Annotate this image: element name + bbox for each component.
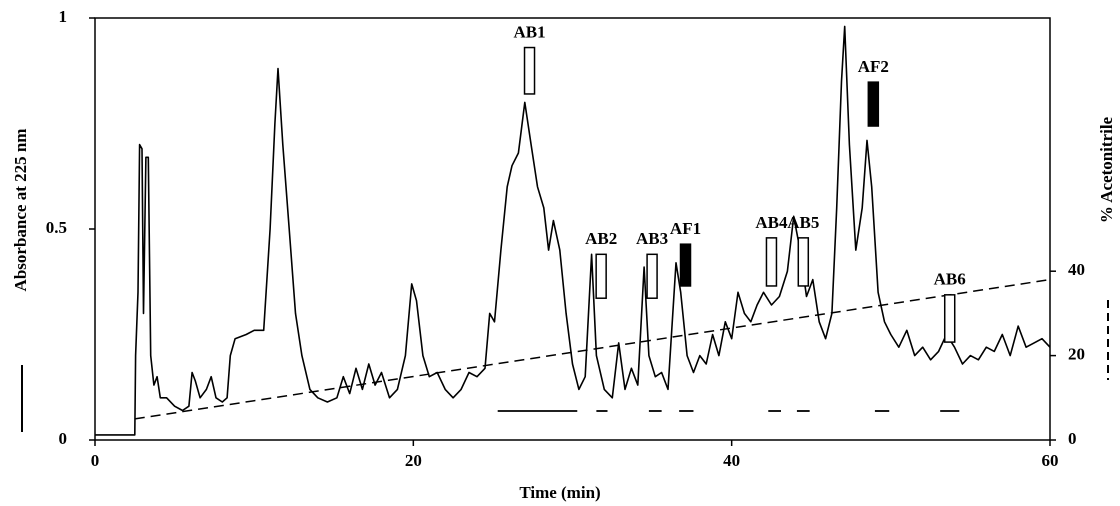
acetonitrile-line (134, 278, 1051, 420)
y2-tick-label: 20 (1068, 345, 1085, 364)
annotation-label: AB1 (513, 22, 545, 41)
annotation-label: AB3 (636, 229, 668, 248)
fraction-box (523, 46, 536, 95)
y2-axis-label: % Acetonitrile (1097, 116, 1116, 223)
annotation-label: AB6 (934, 270, 966, 289)
y2-tick-label: 0 (1068, 429, 1077, 448)
y-axis-label: Absorbance at 225 nm (11, 129, 30, 292)
x-tick-label: 0 (91, 451, 100, 470)
fraction-box (595, 253, 607, 299)
fraction-box (797, 237, 810, 287)
annotation-label: AB4 (755, 213, 788, 232)
y2-tick-label: 40 (1068, 260, 1085, 279)
fraction-box (765, 237, 778, 287)
fraction-box (943, 294, 956, 343)
absorbance-line (95, 25, 1051, 436)
x-axis-label: Time (min) (519, 483, 600, 502)
x-tick-label: 60 (1042, 451, 1059, 470)
x-tick-label: 40 (723, 451, 740, 470)
annotation-label: AF1 (670, 219, 701, 238)
fraction-box-filled (679, 243, 692, 287)
fraction-box (646, 253, 658, 299)
annotation-label: AF2 (858, 57, 889, 76)
annotation-label: AB5 (787, 213, 819, 232)
x-tick-label: 20 (405, 451, 422, 470)
annotation-label: AB2 (585, 229, 617, 248)
y-tick-label: 0 (59, 429, 68, 448)
plot-frame (94, 17, 1051, 441)
y-tick-label: 1 (59, 7, 68, 26)
fraction-box-filled (867, 81, 880, 127)
y-tick-label: 0.5 (46, 218, 67, 237)
